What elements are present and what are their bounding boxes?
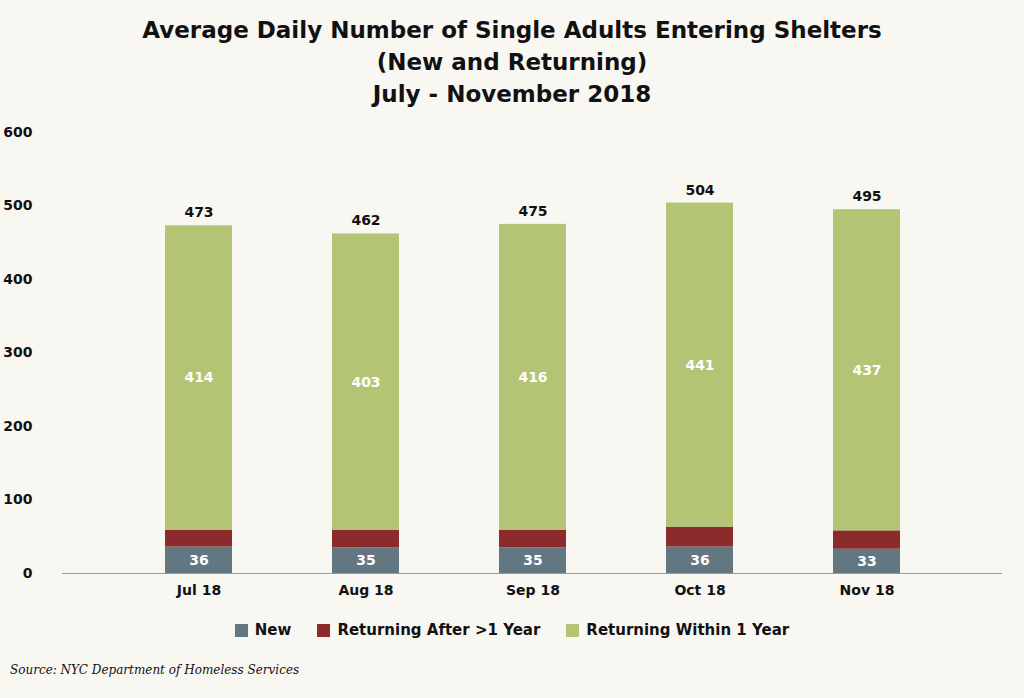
html-text:Average Daily Number of Single: Average Daily Number of Single Adults En… [142,17,882,75]
svg-text:416: 416 [518,369,547,385]
svg-text:403: 403 [351,374,380,390]
svg-text:200: 200 [3,418,32,434]
html-text:Source: NYC Department of Home: Source: NYC Department of Homeless Servi… [10,663,300,677]
svg-text:36: 36 [189,552,208,568]
svg-text:33: 33 [857,553,876,569]
html-text:New: New [254,621,292,639]
svg-text:Nov 18: Nov 18 [840,582,895,598]
html-text:Returning Within 1 Year: Returning Within 1 Year [586,621,790,639]
svg-text:Aug 18: Aug 18 [338,582,393,598]
svg-text:0: 0 [23,565,33,581]
svg-text:495: 495 [852,188,881,204]
svg-text:400: 400 [3,271,32,287]
svg-text:473: 473 [184,204,213,220]
svg-text:437: 437 [852,362,881,378]
svg-text:Oct 18: Oct 18 [674,582,725,598]
svg-text:504: 504 [685,182,714,198]
svg-text:414: 414 [184,369,213,385]
svg-text:441: 441 [685,357,714,373]
svg-text:600: 600 [3,124,32,140]
svg-text:35: 35 [356,552,375,568]
html-text:Returning After >1 Year: Returning After >1 Year [337,621,541,639]
svg-text:300: 300 [3,344,32,360]
svg-text:500: 500 [3,197,32,213]
svg-text:Jul 18: Jul 18 [176,582,221,598]
html-text:July - November 2018: July - November 2018 [372,81,652,107]
svg-text:462: 462 [351,212,380,228]
svg-text:100: 100 [3,491,32,507]
svg-text:35: 35 [523,552,542,568]
svg-text:36: 36 [690,552,709,568]
svg-text:475: 475 [518,203,547,219]
svg-text:Sep 18: Sep 18 [506,582,560,598]
